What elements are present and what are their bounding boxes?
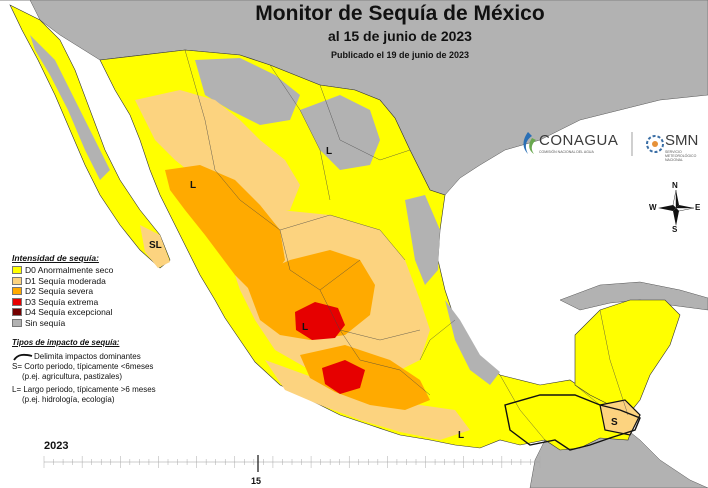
chihuahua-gray xyxy=(195,58,300,125)
impact-long-term: L= Largo periodo, típicamente >6 meses xyxy=(12,385,156,394)
map-label-s-yucatan: S xyxy=(611,417,618,428)
smn-logo: SMN SERVICIO METEOROLÓGICO NACIONAL xyxy=(645,130,708,162)
impact-types-legend: Tipos de impacto de sequía: Delimita imp… xyxy=(12,338,242,405)
smn-logo-text: SMN xyxy=(665,132,699,149)
timeline-ticks xyxy=(43,456,541,468)
map-label-l-sonora: L xyxy=(190,180,197,191)
legend-swatch-d1 xyxy=(12,276,22,285)
legend-swatch-d4 xyxy=(12,308,22,317)
conagua-logo: CONAGUA COMISIÓN NACIONAL DEL AGUA xyxy=(517,130,627,160)
baja-d1-tip xyxy=(140,225,170,268)
legend-item-d0: D0 Anormalmente seco xyxy=(12,265,212,276)
legend-heading: Intensidad de sequía: xyxy=(12,253,99,263)
map-label-l-south: L xyxy=(458,430,465,441)
map-label-l-west: L xyxy=(302,322,309,333)
legend-label-none: Sin sequía xyxy=(25,317,66,328)
legend-item-d1: D1 Sequía moderada xyxy=(12,276,212,287)
d3-guerrero xyxy=(322,360,365,394)
legend-swatch-d2 xyxy=(12,287,22,296)
baja-gray-region xyxy=(30,35,110,180)
legend-label-d4: D4 Sequía excepcional xyxy=(25,307,113,318)
impact-short-term-example: (p.ej. agricultura, pastizales) xyxy=(22,372,123,381)
impact-line-item: Delimita impactos dominantes xyxy=(12,352,242,362)
compass-north-label: N xyxy=(672,181,678,190)
legend-label-d2: D2 Sequía severa xyxy=(25,286,94,297)
impact-long-term-example: (p.ej. hidrología, ecología) xyxy=(22,395,115,404)
d3-jalisco-michoacan xyxy=(295,302,345,340)
smn-logo-subtext: SERVICIO METEOROLÓGICO NACIONAL xyxy=(665,150,697,162)
conagua-logo-text: CONAGUA xyxy=(539,132,619,149)
d2-sonora-sinaloa xyxy=(165,165,285,290)
impact-line-symbol xyxy=(13,353,33,361)
d2-central-west xyxy=(245,250,375,340)
cuba-land xyxy=(559,281,708,311)
state-borders xyxy=(184,49,629,441)
d2-guerrero xyxy=(300,345,430,410)
legend-item-none: Sin sequía xyxy=(12,318,212,329)
impact-line-label: Delimita impactos dominantes xyxy=(34,352,141,361)
legend-swatch-d0 xyxy=(12,266,22,275)
legend-label-d0: D0 Anormalmente seco xyxy=(25,265,114,276)
map-subtitle: al 15 de junio de 2023 xyxy=(328,28,472,44)
compass-south-label: S xyxy=(672,225,678,234)
legend-item-d3: D3 Sequía extrema xyxy=(12,297,212,308)
legend-label-d1: D1 Sequía moderada xyxy=(25,275,106,286)
veracruz-gray xyxy=(445,300,500,385)
compass-east-label: E xyxy=(695,203,701,212)
impact-heading: Tipos de impacto de sequía: xyxy=(12,338,120,347)
d1-northwest xyxy=(135,90,300,215)
compass-rose xyxy=(658,189,695,226)
yucatan-d1-area xyxy=(599,399,641,436)
compass-west-label: W xyxy=(649,203,657,212)
timeline-current-week: 15 xyxy=(251,476,262,486)
map-label-l-north: L xyxy=(326,146,333,157)
timeline-year: 2023 xyxy=(44,440,69,452)
tamaulipas-gray xyxy=(405,195,440,285)
legend-swatch-none xyxy=(12,318,22,327)
legend-label-d3: D3 Sequía extrema xyxy=(25,296,99,307)
map-label-sl-baja: SL xyxy=(149,240,162,251)
conagua-logo-mark xyxy=(523,132,536,154)
legend-item-d2: D2 Sequía severa xyxy=(12,286,212,297)
drought-intensity-legend: Intensidad de sequía: D0 Anormalmente se… xyxy=(12,253,212,328)
legend-item-d4: D4 Sequía excepcional xyxy=(12,307,212,318)
impact-lines xyxy=(504,394,641,451)
conagua-logo-subtext: COMISIÓN NACIONAL DEL AGUA xyxy=(539,150,594,154)
coahuila-gray xyxy=(300,95,380,170)
legend-swatch-d3 xyxy=(12,297,22,306)
yucatan-peninsula xyxy=(574,299,681,416)
smn-logo-mark xyxy=(646,135,664,153)
impact-short-term: S= Corto periodo, típicamente <6meses xyxy=(12,362,154,371)
map-published-date: Publicado el 19 de junio de 2023 xyxy=(330,50,470,60)
map-title: Monitor de Sequía de México xyxy=(255,2,545,25)
